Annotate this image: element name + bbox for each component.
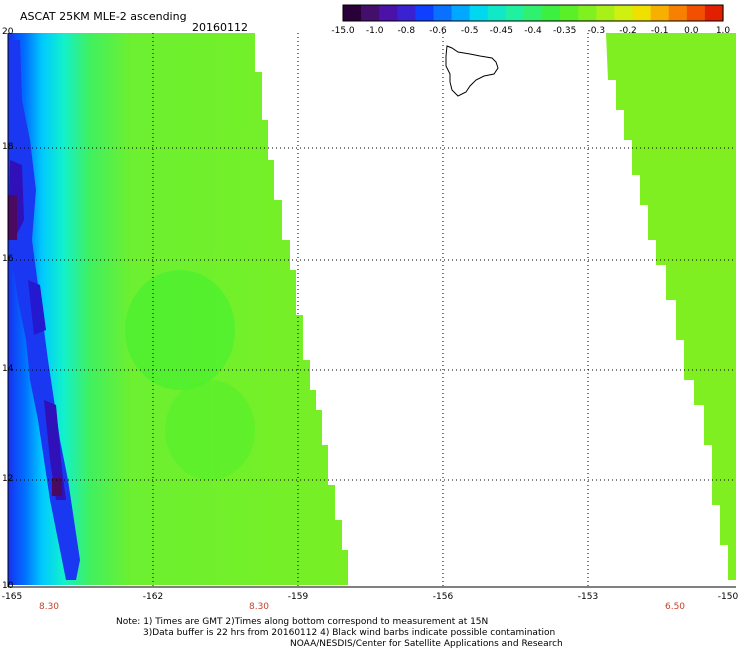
colorbar-swatch — [397, 5, 416, 21]
colorbar-tick-label: -0.3 — [587, 26, 606, 36]
pass-time-label: 6.50 — [664, 602, 686, 612]
map-date: 20160112 — [192, 21, 248, 34]
colorbar-tick-label: -0.4 — [524, 26, 542, 36]
mid-green-patch — [125, 270, 235, 390]
colorbar-tick-label: -0.6 — [429, 26, 447, 36]
latitude-label: 12 — [2, 474, 14, 484]
right-swath-body — [606, 33, 736, 580]
colorbar-swatch — [668, 5, 688, 21]
pass-time-label: 8.30 — [38, 602, 60, 612]
colorbar-swatch — [650, 5, 670, 21]
longitude-label: -159 — [287, 592, 309, 602]
colorbar-frame — [342, 4, 724, 22]
longitude-label: -165 — [1, 592, 23, 602]
longitude-label: -153 — [577, 592, 599, 602]
left-swath — [8, 33, 348, 585]
colorbar-tick-label: -0.5 — [460, 26, 479, 36]
blue-edge-strip — [8, 40, 80, 580]
colorbar-swatch — [433, 5, 453, 21]
note-line-1: Note: 1) Times are GMT 2)Times along bot… — [116, 617, 489, 627]
colorbar-swatch — [361, 5, 380, 21]
latitude-label: 18 — [2, 142, 14, 152]
latitude-label: 16 — [2, 254, 14, 264]
graticule — [8, 33, 736, 587]
purple-patch-2 — [52, 478, 62, 496]
colorbar-swatch — [469, 5, 489, 21]
pass-time-label: 8.30 — [248, 602, 270, 612]
colorbar-tick-label: -0.8 — [397, 26, 416, 36]
colorbar-swatch — [379, 5, 398, 21]
colorbar-swatch — [451, 5, 471, 21]
colorbar-swatch — [614, 5, 634, 21]
colorbar-tick-label: -0.35 — [553, 26, 577, 36]
colorbar-tick-label: -0.1 — [650, 26, 669, 36]
colorbar-swatch — [487, 5, 507, 21]
longitude-label: -162 — [142, 592, 164, 602]
colorbar-swatch — [632, 5, 652, 21]
map-title: ASCAT 25KM MLE-2 ascending — [20, 10, 187, 23]
colorbar-tick-label: -1.0 — [365, 26, 384, 36]
colorbar-swatch — [415, 5, 435, 21]
dark-blue-patch-2 — [44, 400, 66, 500]
colorbar-tick-label: -0.45 — [489, 26, 513, 36]
colorbar-tick-label: -15.0 — [331, 26, 355, 36]
longitude-label: -150 — [717, 592, 739, 602]
colorbar-swatch — [505, 5, 525, 21]
note-line-3: NOAA/NESDIS/Center for Satellite Applica… — [290, 639, 563, 649]
mid-green-patch-2 — [165, 380, 255, 480]
dark-blue-patch-3 — [28, 280, 46, 335]
colorbar-swatch — [578, 5, 597, 21]
colorbar-tick-label: 1.0 — [715, 26, 731, 36]
colorbar-swatch — [343, 5, 362, 21]
colorbar-swatch — [560, 5, 579, 21]
right-swath — [606, 33, 736, 580]
note-line-2: 3)Data buffer is 22 hrs from 20160112 4)… — [143, 628, 556, 638]
purple-patch — [8, 195, 17, 240]
colorbar-swatch — [686, 5, 706, 21]
colorbar-swatch — [596, 5, 616, 21]
colorbar-swatch — [704, 5, 724, 21]
colorbar-swatch — [542, 5, 561, 21]
hawaii-coastline — [445, 45, 499, 97]
latitude-label: 20 — [2, 27, 14, 37]
latitude-label: 14 — [2, 364, 14, 374]
longitude-label: -156 — [432, 592, 454, 602]
colorbar-tick-label: -0.2 — [619, 26, 637, 36]
colorbar-swatch — [523, 5, 543, 21]
latitude-label: 10 — [2, 581, 14, 591]
colorbar — [342, 4, 724, 22]
colorbar-tick-label: 0.0 — [684, 26, 699, 36]
